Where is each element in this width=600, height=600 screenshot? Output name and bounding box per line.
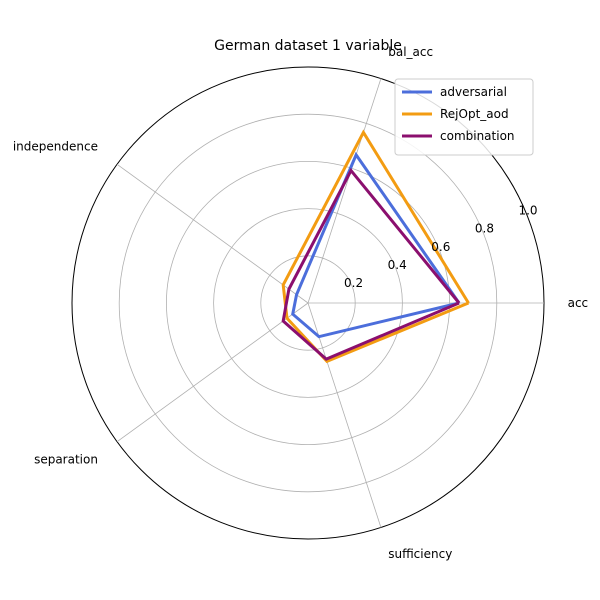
grid-spoke [307, 78, 382, 304]
series-line [281, 129, 470, 364]
radial-tick-label: 0.6 [431, 240, 450, 254]
series-line [281, 167, 461, 361]
labels-layer: 0.2 0.4 0.6 0.8 1.0 acc bal_acc independence sep… [13, 45, 588, 561]
radial-tick-label: 0.2 [344, 276, 363, 290]
series-line [291, 151, 461, 339]
legend: adversarial RejOpt_aod combination [394, 78, 534, 156]
grid-spoke [307, 302, 382, 528]
radial-tick-label: 0.4 [388, 258, 407, 272]
chart-title: German dataset 1 variable [214, 38, 402, 54]
axis-label: separation [34, 453, 98, 467]
grid-spoke [116, 302, 309, 443]
radial-tick-label: 1.0 [518, 204, 537, 218]
legend-entry: adversarial [440, 85, 507, 99]
axis-label: acc [568, 296, 589, 310]
legend-entry: combination [440, 129, 515, 143]
series-layer [281, 129, 470, 364]
axis-label: sufficiency [388, 547, 452, 561]
radial-tick-label: 0.8 [475, 222, 494, 236]
grid-layer [71, 66, 545, 540]
legend-entry: RejOpt_aod [440, 107, 509, 121]
axis-label: bal_acc [388, 45, 433, 59]
axis-label: independence [13, 139, 98, 153]
grid-spoke [116, 163, 309, 304]
